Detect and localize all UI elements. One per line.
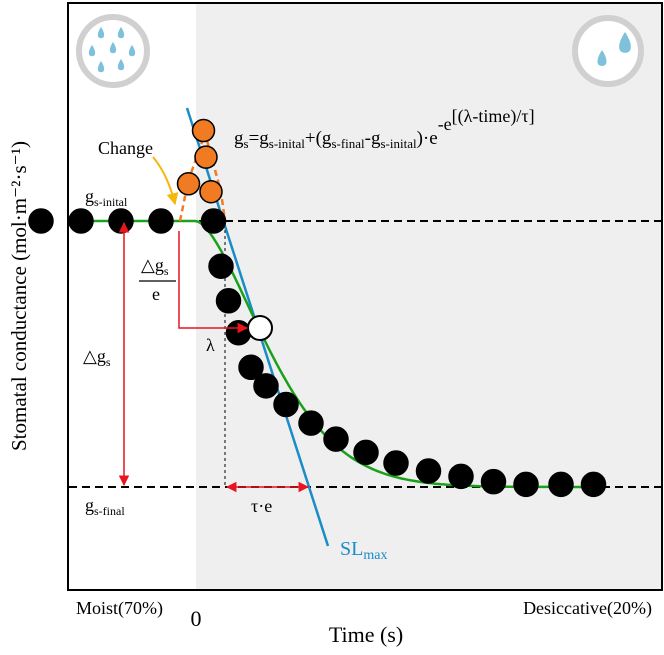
change-point (194, 145, 218, 169)
data-point (108, 208, 134, 234)
raindrop (109, 42, 117, 54)
data-point (383, 450, 409, 476)
rain-heavy-icon (76, 14, 150, 88)
delta-gs-over-e-label: △gs e (139, 255, 176, 304)
plot-frame (67, 2, 663, 591)
data-point (415, 458, 442, 484)
x-tick-desiccative: Desiccative(20%) (523, 598, 652, 619)
data-point (513, 471, 539, 498)
gs-final-label: gs-final (85, 495, 125, 518)
delta-gs-label: △gs (83, 346, 111, 369)
x-axis-label: Time (s) (329, 622, 403, 647)
x-tick-zero: 0 (191, 606, 202, 631)
raindrop (88, 45, 96, 57)
raindrop (597, 50, 607, 66)
data-point (273, 391, 299, 418)
data-point (480, 468, 507, 495)
inflection-point (247, 315, 273, 341)
rain-light-icon (572, 15, 644, 87)
data-point (215, 288, 242, 314)
data-point (448, 463, 474, 490)
raindrop (128, 45, 136, 57)
change-label: Change (98, 138, 153, 158)
raindrop (117, 59, 125, 71)
gs-initial-label: gs-inital (85, 186, 128, 209)
raindrop (97, 27, 105, 39)
data-point (353, 439, 379, 466)
tau-e-label: τ·e (251, 496, 272, 516)
data-point (208, 253, 234, 279)
data-point (298, 410, 324, 436)
data-point (225, 319, 252, 346)
change-points (176, 118, 223, 204)
x-tick-moist: Moist(70%) (76, 598, 163, 619)
lambda-arrow (178, 231, 249, 334)
raindrop (117, 27, 125, 39)
data-point (238, 354, 264, 381)
raindrop (619, 32, 631, 53)
data-point (253, 373, 279, 399)
change-point (199, 179, 223, 204)
formula: gs=gs-inital+(gs-final-gs-inital)·e-e[(λ… (234, 106, 535, 151)
data-point (323, 426, 349, 452)
data-point (28, 208, 54, 234)
data-point (548, 471, 574, 498)
data-point (148, 208, 174, 234)
change-point (176, 172, 201, 196)
change-arrow (152, 156, 179, 206)
svg-text:e: e (152, 284, 160, 304)
data-point (580, 471, 607, 498)
change-point (191, 118, 216, 143)
svg-text:△gs: △gs (141, 255, 169, 278)
moist-panel (69, 3, 196, 590)
sl-max-label: SLmax (340, 538, 387, 563)
data-point (68, 208, 94, 234)
lambda-label: λ (206, 335, 215, 355)
data-point (200, 208, 227, 234)
raindrop (97, 61, 105, 73)
y-axis-label: Stomatal conductance (mol·m⁻²·s⁻¹) (7, 141, 31, 451)
